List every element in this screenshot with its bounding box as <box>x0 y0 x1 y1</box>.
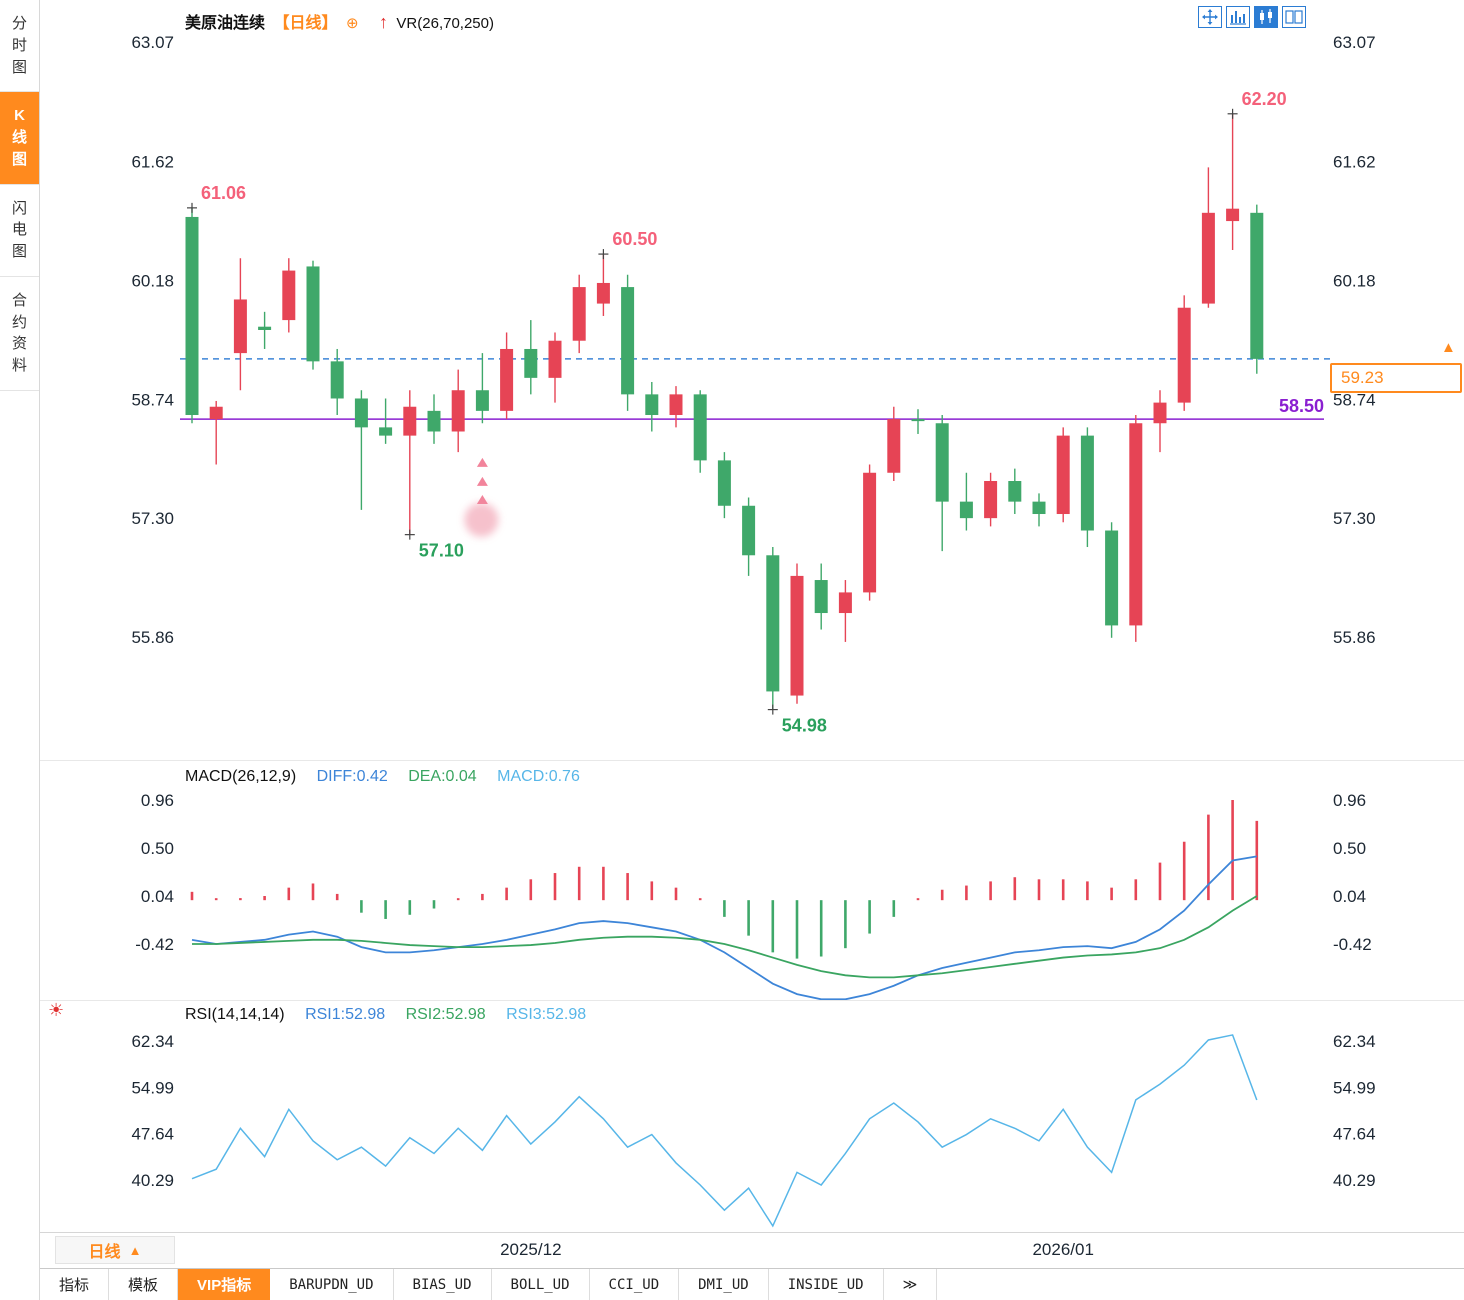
rsi-line <box>191 1034 1258 1228</box>
pan-icon[interactable] <box>1198 6 1222 28</box>
chart-toolbar <box>1198 6 1306 28</box>
svg-text:61.62: 61.62 <box>1333 153 1376 172</box>
svg-text:40.29: 40.29 <box>1333 1171 1376 1190</box>
kline-chart-icon[interactable] <box>1254 6 1278 28</box>
macd-diff-value: DIFF:0.42 <box>316 768 388 785</box>
overlay-indicator-label: VR(26,70,250) <box>396 15 494 32</box>
svg-text:55.86: 55.86 <box>1333 628 1376 647</box>
bottom-tab-≫[interactable]: ≫ <box>884 1269 938 1300</box>
svg-text:54.99: 54.99 <box>1333 1078 1376 1097</box>
bottom-tab-DMI_UD[interactable]: DMI_UD <box>679 1269 769 1300</box>
svg-text:61.62: 61.62 <box>131 153 174 172</box>
candlestick-chart[interactable]: 63.07 63.07 61.62 61.62 60.18 60.18 58.74 58.74… <box>40 0 1464 760</box>
svg-text:0.96: 0.96 <box>1333 791 1366 810</box>
svg-text:62.20: 62.20 <box>1242 89 1287 109</box>
bottom-tab-BARUPDN_UD[interactable]: BARUPDN_UD <box>270 1269 394 1300</box>
signal-arrow-icon: ↑ <box>378 12 388 32</box>
bottom-tab-BIAS_UD[interactable]: BIAS_UD <box>394 1269 492 1300</box>
last-price-value: 59.23 <box>1341 368 1384 387</box>
sidebar-tab-合约资料[interactable]: 合约资料 <box>0 277 39 391</box>
last-price-tag: 59.23 <box>1330 363 1462 393</box>
svg-text:0.04: 0.04 <box>1333 887 1366 906</box>
svg-text:58.74: 58.74 <box>1333 390 1376 409</box>
svg-text:55.86: 55.86 <box>131 628 174 647</box>
svg-text:57.10: 57.10 <box>419 541 464 561</box>
sidebar-tab-分时图[interactable]: 分时图 <box>0 0 39 93</box>
svg-text:58.50: 58.50 <box>1279 396 1324 416</box>
period-tag[interactable]: 【日线】 <box>273 15 338 32</box>
svg-text:60.18: 60.18 <box>131 271 174 290</box>
candles <box>185 113 1264 710</box>
price-annotations: 61.06 60.50 62.20 57.10 54.98 <box>187 89 1287 736</box>
main-y-axis-labels: 63.07 63.07 61.62 61.62 60.18 60.18 58.74 58.74… <box>131 33 1375 647</box>
svg-text:0.96: 0.96 <box>141 791 174 810</box>
bottom-tab-模板[interactable]: 模板 <box>109 1269 179 1300</box>
svg-text:63.07: 63.07 <box>1333 33 1376 52</box>
svg-text:-0.42: -0.42 <box>135 935 174 954</box>
svg-text:40.29: 40.29 <box>131 1171 174 1190</box>
bottom-tab-INSIDE_UD[interactable]: INSIDE_UD <box>769 1269 884 1300</box>
sidebar-tab-闪电图[interactable]: 闪电图 <box>0 185 39 277</box>
panel-divider <box>40 1000 1464 1001</box>
x-axis-label: 2025/12 <box>500 1240 562 1259</box>
bottom-tab-CCI_UD[interactable]: CCI_UD <box>590 1269 680 1300</box>
macd-histogram <box>190 800 1259 959</box>
x-axis-strip: 2025/12 2026/01 <box>40 1232 1464 1268</box>
bottom-tab-BOLL_UD[interactable]: BOLL_UD <box>492 1269 590 1300</box>
svg-text:62.34: 62.34 <box>131 1032 174 1051</box>
svg-text:57.30: 57.30 <box>1333 509 1376 528</box>
price-up-marker: ▲ <box>1441 339 1456 356</box>
macd-dea-value: DEA:0.04 <box>408 768 477 785</box>
svg-text:0.50: 0.50 <box>1333 839 1366 858</box>
bottom-tab-指标[interactable]: 指标 <box>40 1269 110 1300</box>
svg-text:54.99: 54.99 <box>131 1078 174 1097</box>
svg-text:0.50: 0.50 <box>141 839 174 858</box>
svg-text:47.64: 47.64 <box>131 1125 174 1144</box>
symbol-title: 美原油连续 <box>185 15 266 32</box>
svg-text:54.98: 54.98 <box>782 716 827 736</box>
macd-y-axis-labels: 0.96 0.96 0.50 0.50 0.04 0.04 -0.42 -0.42 <box>135 791 1372 954</box>
macd-title[interactable]: MACD(26,12,9) <box>185 768 297 785</box>
svg-text:47.64: 47.64 <box>1333 1125 1376 1144</box>
rsi-header: RSI(14,14,14) RSI1:52.98 RSI2:52.98 RSI3… <box>185 1006 602 1024</box>
macd-dea-line <box>192 895 1258 979</box>
sidebar-tab-K线图[interactable]: K线图 <box>0 92 39 185</box>
rsi2-value: RSI2:52.98 <box>405 1006 486 1023</box>
macd-header: MACD(26,12,9) DIFF:0.42 DEA:0.04 MACD:0.… <box>185 768 596 786</box>
svg-text:60.18: 60.18 <box>1333 271 1376 290</box>
svg-text:63.07: 63.07 <box>131 33 174 52</box>
macd-panel[interactable]: 0.96 0.96 0.50 0.50 0.04 0.04 -0.42 -0.42 <box>40 760 1464 1000</box>
svg-text:62.34: 62.34 <box>1333 1032 1376 1051</box>
macd-value: MACD:0.76 <box>497 768 580 785</box>
svg-text:57.30: 57.30 <box>131 509 174 528</box>
period-arrow-icon: ▲ <box>128 1242 142 1258</box>
grid-chart-icon[interactable] <box>1226 6 1250 28</box>
split-view-icon[interactable] <box>1282 6 1306 28</box>
rsi-y-axis-labels: 62.34 62.34 54.99 54.99 47.64 47.64 40.29 40.29 <box>131 1032 1375 1190</box>
svg-text:0.04: 0.04 <box>141 887 174 906</box>
pink-marker-decoration <box>464 457 499 537</box>
add-overlay-icon[interactable]: ⊕ <box>345 15 359 32</box>
svg-text:61.06: 61.06 <box>201 183 246 203</box>
x-axis-label: 2026/01 <box>1032 1240 1094 1259</box>
period-label: 日线 <box>88 1244 121 1261</box>
rsi-title[interactable]: RSI(14,14,14) <box>185 1006 285 1023</box>
svg-text:-0.42: -0.42 <box>1333 935 1372 954</box>
rsi1-value: RSI1:52.98 <box>305 1006 386 1023</box>
svg-text:58.74: 58.74 <box>131 390 174 409</box>
rsi3-value: RSI3:52.98 <box>506 1006 587 1023</box>
period-selector[interactable]: 日线 ▲ <box>55 1236 175 1264</box>
indicator-settings-icon[interactable]: ☀ <box>48 1000 65 1020</box>
chart-header: 美原油连续 【日线】 ⊕ ↑ VR(26,70,250) <box>185 9 498 33</box>
svg-text:60.50: 60.50 <box>612 229 657 249</box>
sidebar: 分时图 K线图 闪电图 合约资料 <box>0 0 40 1300</box>
macd-diff-line <box>191 855 1257 1000</box>
bottom-tab-VIP指标[interactable]: VIP指标 <box>178 1269 271 1300</box>
rsi-panel[interactable]: 62.34 62.34 54.99 54.99 47.64 47.64 40.29 40.29 <box>40 1000 1464 1232</box>
bottom-tab-bar: 指标 模板 VIP指标 BARUPDN_UD BIAS_UD BOLL_UD CCI_UD D… <box>40 1268 1464 1300</box>
horizontal-price-lines: 58.50 <box>180 358 1332 420</box>
panel-divider <box>40 760 1464 761</box>
